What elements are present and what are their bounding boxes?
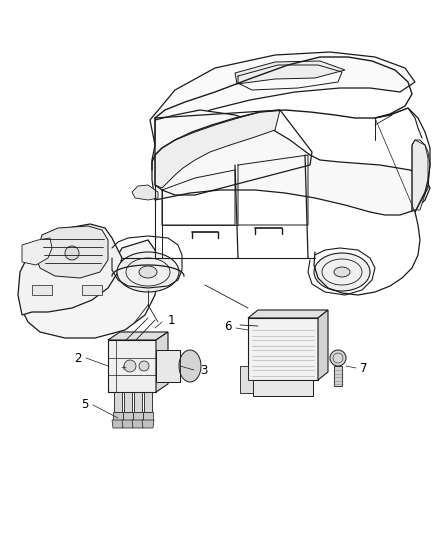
Text: 1: 1 (168, 313, 176, 327)
Polygon shape (132, 185, 158, 200)
Bar (82, 285, 102, 295)
Polygon shape (122, 420, 134, 428)
Text: 6: 6 (225, 320, 232, 334)
Ellipse shape (334, 267, 350, 277)
Polygon shape (248, 310, 328, 318)
Polygon shape (22, 238, 52, 265)
Polygon shape (113, 412, 123, 420)
Circle shape (124, 360, 136, 372)
Ellipse shape (139, 266, 157, 278)
Polygon shape (235, 61, 345, 84)
Polygon shape (18, 224, 122, 315)
Polygon shape (133, 412, 143, 420)
Ellipse shape (314, 253, 370, 291)
Polygon shape (156, 350, 180, 382)
Polygon shape (144, 392, 152, 412)
Polygon shape (253, 380, 313, 396)
Ellipse shape (179, 350, 201, 382)
Polygon shape (142, 420, 154, 428)
Polygon shape (108, 332, 168, 340)
Polygon shape (22, 234, 160, 338)
Polygon shape (240, 366, 253, 393)
Polygon shape (108, 340, 156, 392)
Polygon shape (156, 332, 168, 392)
Polygon shape (143, 412, 153, 420)
Ellipse shape (117, 252, 179, 292)
Polygon shape (134, 392, 142, 412)
Polygon shape (248, 318, 318, 380)
Text: 2: 2 (74, 351, 82, 365)
Bar (32, 285, 52, 295)
Circle shape (330, 350, 346, 366)
Text: +: + (120, 365, 126, 371)
Polygon shape (123, 412, 133, 420)
Polygon shape (114, 392, 122, 412)
Circle shape (65, 246, 79, 260)
Polygon shape (152, 110, 430, 215)
Text: 7: 7 (360, 361, 367, 375)
Polygon shape (36, 226, 108, 278)
Text: 5: 5 (81, 399, 88, 411)
Polygon shape (155, 110, 280, 188)
Polygon shape (112, 420, 124, 428)
Polygon shape (132, 420, 144, 428)
Polygon shape (124, 392, 132, 412)
Polygon shape (318, 310, 328, 380)
Circle shape (139, 361, 149, 371)
Polygon shape (412, 140, 428, 210)
Polygon shape (150, 52, 415, 145)
Polygon shape (334, 366, 342, 386)
Text: 3: 3 (200, 364, 207, 376)
